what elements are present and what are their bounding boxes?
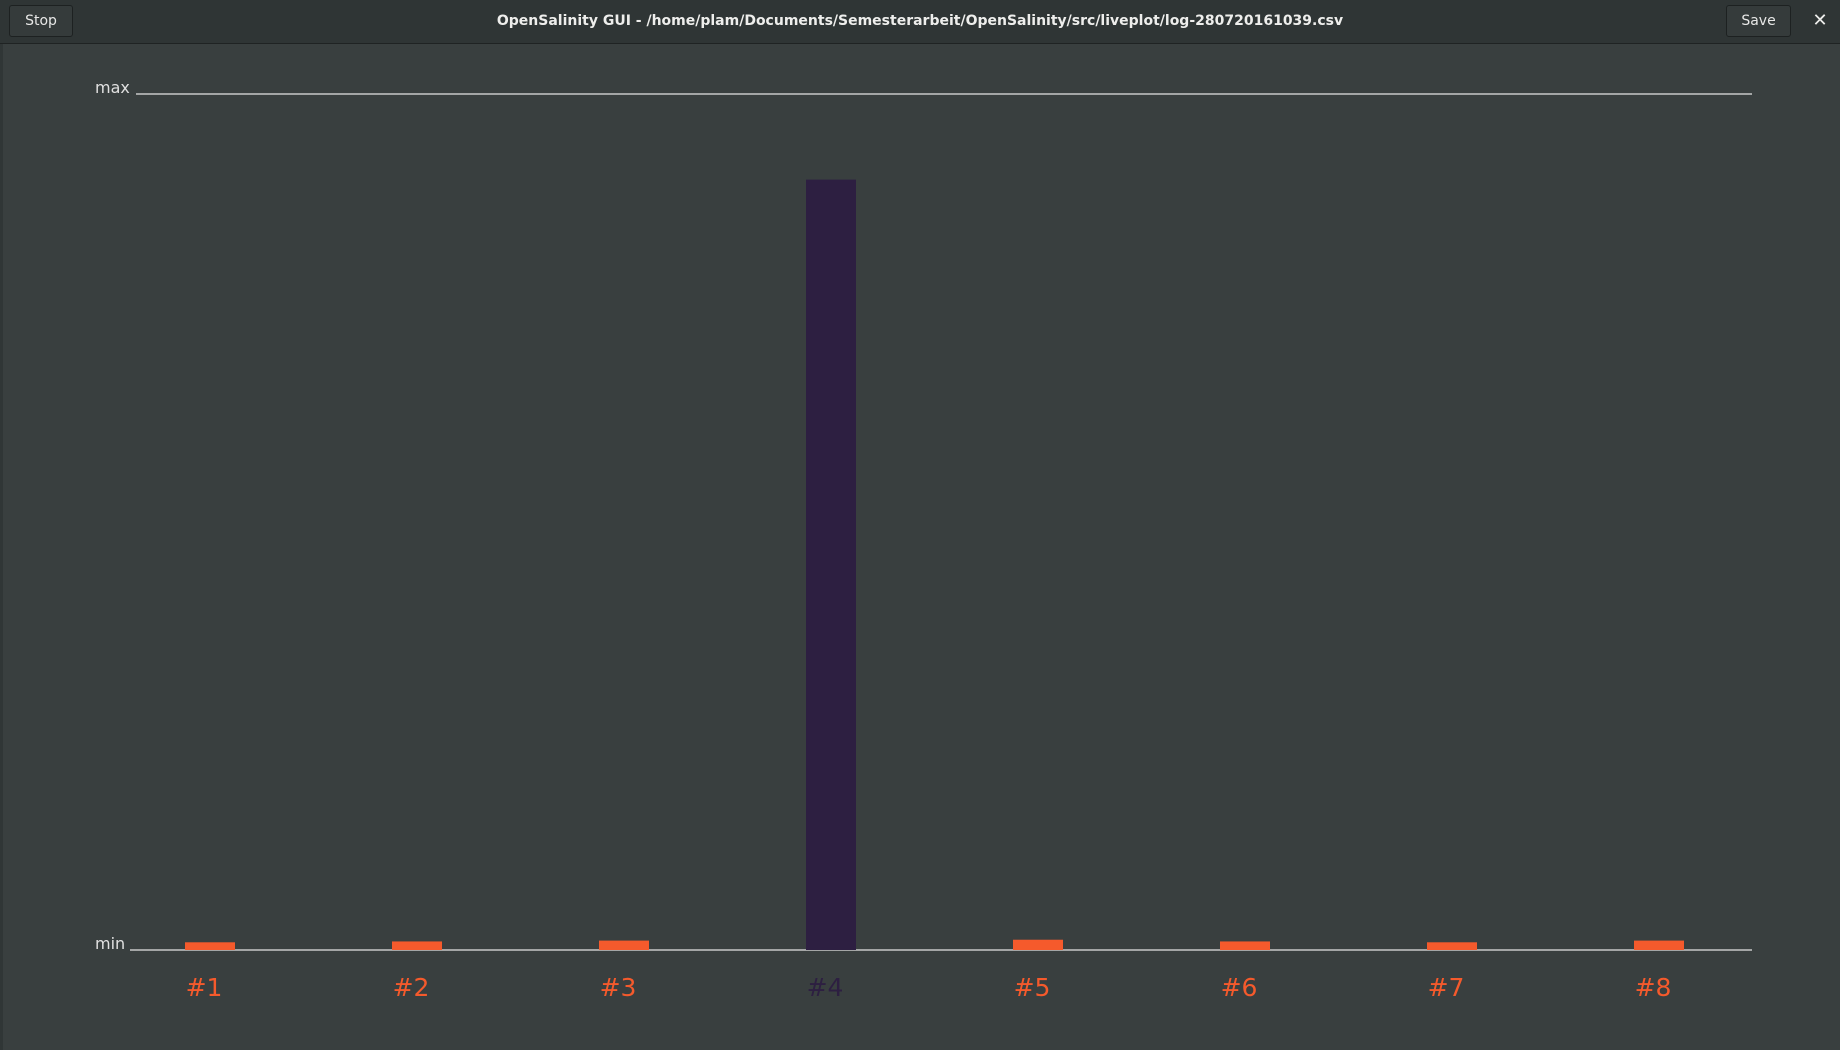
bars-group bbox=[185, 179, 1684, 951]
bar-3 bbox=[599, 940, 649, 950]
x-label-1: #1 bbox=[186, 973, 223, 1002]
x-label-6: #6 bbox=[1221, 973, 1258, 1002]
x-label-8: #8 bbox=[1635, 973, 1672, 1002]
stop-button[interactable]: Stop bbox=[9, 5, 73, 37]
bar-5 bbox=[1013, 939, 1063, 950]
window-left-edge bbox=[0, 44, 3, 1050]
x-labels-group: #1 #2 #3 #4 #5 #6 #7 #8 bbox=[186, 973, 1672, 1002]
min-label: min bbox=[95, 934, 125, 953]
bar-6 bbox=[1220, 941, 1270, 950]
bar-2 bbox=[392, 941, 442, 950]
window-title: OpenSalinity GUI - /home/plam/Documents/… bbox=[496, 13, 1344, 29]
x-label-5: #5 bbox=[1014, 973, 1051, 1002]
x-label-3: #3 bbox=[600, 973, 637, 1002]
x-label-2: #2 bbox=[393, 973, 430, 1002]
save-button[interactable]: Save bbox=[1726, 5, 1791, 37]
x-label-4: #4 bbox=[807, 973, 844, 1002]
close-icon[interactable]: ✕ bbox=[1812, 10, 1828, 31]
bar-7 bbox=[1427, 942, 1477, 950]
x-label-7: #7 bbox=[1428, 973, 1465, 1002]
bar-1 bbox=[185, 942, 235, 950]
bar-4 bbox=[806, 179, 856, 951]
bar-8 bbox=[1634, 940, 1684, 950]
header-bar: Stop OpenSalinity GUI - /home/plam/Docum… bbox=[0, 0, 1840, 44]
max-label: max bbox=[95, 78, 130, 97]
